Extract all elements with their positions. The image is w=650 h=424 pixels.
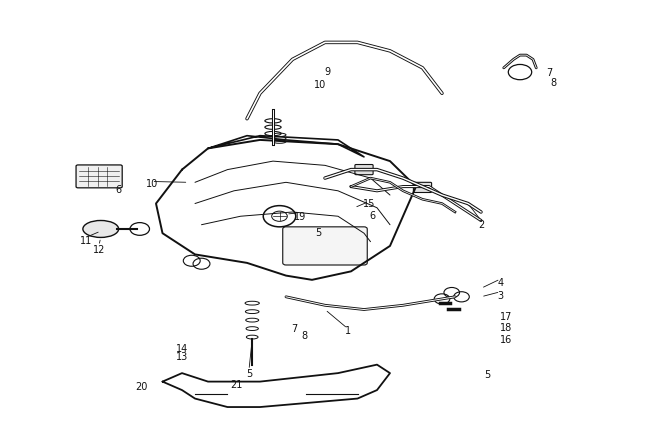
Text: 7: 7 [291,324,298,334]
Text: 8: 8 [301,331,307,341]
Text: 19: 19 [294,212,306,222]
Text: 4: 4 [497,278,504,288]
Text: 11: 11 [80,236,92,246]
FancyBboxPatch shape [413,182,432,192]
Text: 8: 8 [551,78,557,88]
Text: 1: 1 [344,326,351,336]
Text: 20: 20 [135,382,148,392]
Text: 17: 17 [499,312,512,322]
Text: 7: 7 [546,68,552,78]
Text: 6: 6 [369,211,376,221]
Ellipse shape [83,220,118,237]
Text: 15: 15 [363,199,376,209]
Text: 5: 5 [246,369,252,379]
Text: 2: 2 [478,220,484,230]
Text: 10: 10 [146,179,158,190]
Text: 5: 5 [484,370,491,380]
Text: 12: 12 [92,245,105,255]
Text: 3: 3 [497,291,504,301]
Text: 10: 10 [315,80,326,90]
Text: 13: 13 [176,352,188,362]
Text: 6: 6 [115,185,122,195]
Text: 14: 14 [176,343,188,354]
Text: 16: 16 [500,335,512,346]
Text: 21: 21 [229,379,242,390]
FancyBboxPatch shape [355,165,373,175]
Text: 9: 9 [324,67,331,77]
Text: 18: 18 [500,323,512,333]
Text: 5: 5 [315,228,322,238]
FancyBboxPatch shape [283,227,367,265]
FancyBboxPatch shape [76,165,122,188]
